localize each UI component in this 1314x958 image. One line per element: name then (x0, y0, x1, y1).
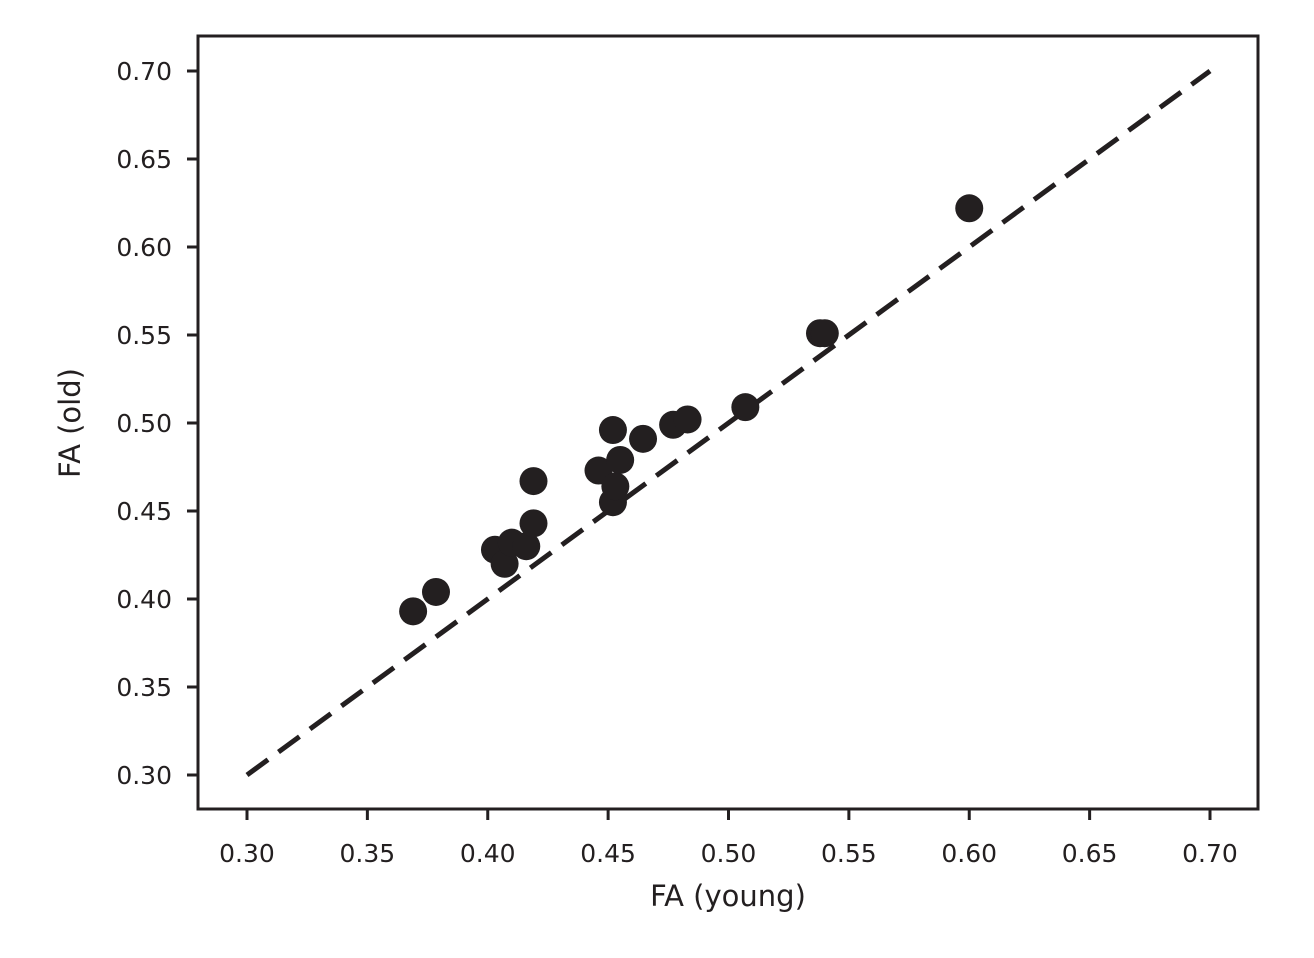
data-point (598, 416, 627, 445)
data-point (519, 467, 548, 496)
x-tick-label: 0.45 (580, 839, 636, 868)
y-axis-label: FA (old) (53, 368, 87, 478)
data-point (606, 445, 635, 474)
data-point (810, 319, 839, 348)
data-point (955, 194, 984, 223)
x-tick-label: 0.60 (941, 839, 997, 868)
y-tick-label: 0.40 (116, 585, 172, 614)
data-point (629, 424, 658, 453)
data-point (490, 549, 519, 578)
data-point (519, 509, 548, 538)
y-tick-label: 0.65 (116, 145, 172, 174)
identity-reference-line (245, 68, 1212, 778)
data-point (399, 597, 428, 626)
y-tick-label: 0.35 (116, 673, 172, 702)
y-tick-label: 0.60 (116, 233, 172, 262)
y-tick-label: 0.45 (116, 497, 172, 526)
data-point (673, 405, 702, 434)
x-tick-label: 0.70 (1182, 839, 1238, 868)
x-tick-label: 0.65 (1062, 839, 1118, 868)
data-point (421, 577, 450, 606)
y-tick-label: 0.50 (116, 409, 172, 438)
data-point (512, 532, 541, 561)
y-tick-label: 0.70 (116, 57, 172, 86)
data-point (601, 472, 630, 501)
x-axis-label: FA (young) (650, 879, 806, 913)
x-tick-label: 0.55 (821, 839, 877, 868)
data-point (731, 393, 760, 422)
x-tick-label: 0.30 (219, 839, 275, 868)
y-tick-label: 0.55 (116, 321, 172, 350)
y-tick-label: 0.30 (116, 761, 172, 790)
x-tick-label: 0.40 (460, 839, 516, 868)
x-tick-label: 0.35 (340, 839, 396, 868)
x-tick-label: 0.50 (701, 839, 757, 868)
